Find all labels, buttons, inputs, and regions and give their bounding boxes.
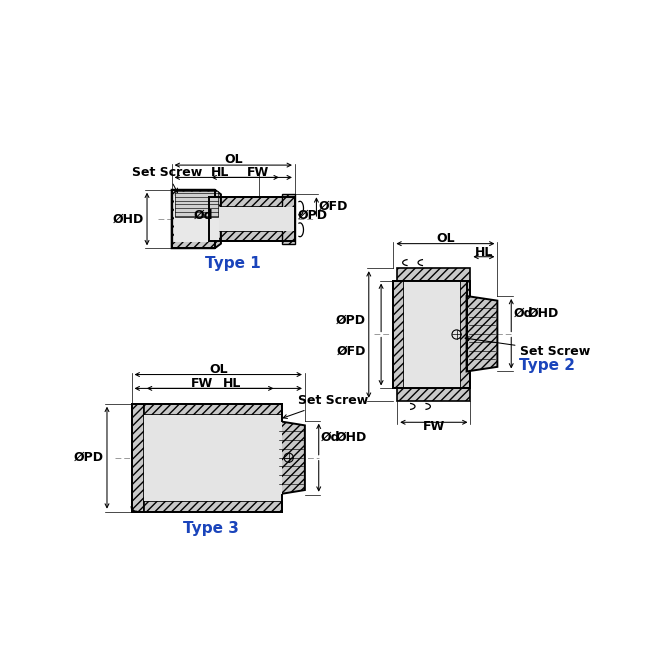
Polygon shape [144, 500, 282, 512]
Polygon shape [175, 191, 218, 218]
Polygon shape [131, 404, 144, 512]
Text: HL: HL [223, 377, 241, 391]
Text: ØHD: ØHD [528, 308, 559, 320]
Text: HL: HL [475, 246, 493, 259]
Text: HL: HL [211, 166, 230, 180]
Polygon shape [397, 389, 470, 401]
Polygon shape [144, 415, 282, 500]
Polygon shape [172, 190, 221, 249]
Text: Set Screw: Set Screw [465, 337, 591, 358]
Text: ØPD: ØPD [336, 314, 366, 327]
Polygon shape [144, 404, 282, 415]
Text: OL: OL [436, 232, 455, 245]
Text: FW: FW [423, 420, 445, 433]
Text: Type 3: Type 3 [183, 521, 239, 536]
Text: Set Screw: Set Screw [283, 394, 368, 419]
Text: ØFD: ØFD [319, 200, 348, 213]
Text: Ød: Ød [513, 308, 533, 320]
Polygon shape [404, 281, 460, 389]
Text: Ød: Ød [321, 430, 340, 444]
Polygon shape [277, 421, 305, 494]
Text: OL: OL [224, 153, 243, 166]
Text: ØHD: ØHD [336, 430, 367, 444]
Polygon shape [282, 194, 295, 244]
Polygon shape [460, 281, 470, 389]
Text: OL: OL [209, 362, 228, 376]
Text: Type 2: Type 2 [519, 358, 575, 373]
Text: ØHD: ØHD [113, 212, 144, 226]
Text: ØFD: ØFD [336, 345, 366, 358]
Polygon shape [397, 268, 470, 281]
Polygon shape [466, 296, 497, 371]
Polygon shape [208, 206, 295, 231]
Text: FW: FW [192, 377, 214, 391]
Text: Ød: Ød [194, 208, 213, 222]
Polygon shape [208, 198, 295, 206]
Text: ØPD: ØPD [74, 451, 104, 464]
Polygon shape [208, 231, 295, 241]
Polygon shape [174, 196, 218, 242]
Text: Set Screw: Set Screw [131, 166, 202, 192]
Text: Type 1: Type 1 [206, 256, 261, 271]
Text: ØPD: ØPD [298, 208, 328, 222]
Polygon shape [393, 281, 404, 389]
Text: FW: FW [247, 166, 269, 180]
